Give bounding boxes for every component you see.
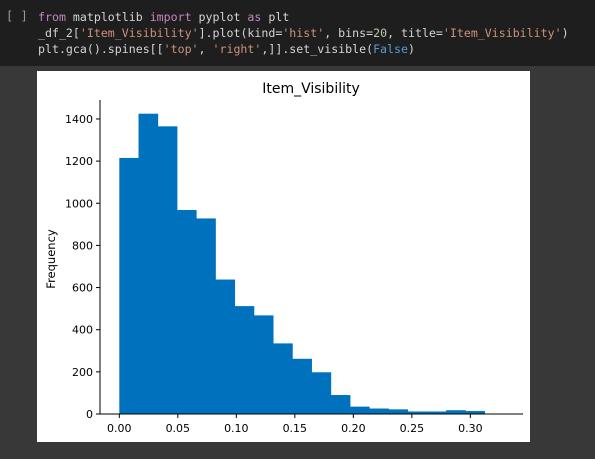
code-token: 'right': [213, 42, 262, 56]
histogram-bar: [119, 158, 139, 414]
code-token: 'Item_Visibility': [443, 26, 562, 40]
y-tick-label: 1200: [65, 155, 93, 168]
y-tick-label: 0: [86, 408, 93, 421]
histogram-bar: [331, 395, 351, 414]
x-tick-label: 0.30: [458, 422, 483, 435]
code-token: as: [247, 10, 261, 24]
code-token: ): [408, 42, 415, 56]
histogram-bar: [196, 218, 216, 414]
y-tick-label: 1000: [65, 197, 93, 210]
code-token: import: [150, 10, 192, 24]
y-tick-label: 400: [72, 324, 93, 337]
code-token: 'hist': [282, 26, 324, 40]
y-tick-label: 800: [72, 239, 93, 252]
code-line: plt.gca().spines[['top', 'right',]].set_…: [38, 42, 415, 56]
code-token: False: [373, 42, 408, 56]
histogram-bar: [273, 343, 293, 414]
code-token: plt.gca().spines[[: [38, 42, 164, 56]
x-tick-label: 0.20: [341, 422, 366, 435]
code-token: , title=: [387, 26, 443, 40]
x-tick-label: 0.10: [224, 422, 249, 435]
x-tick-label: 0.00: [107, 422, 132, 435]
histogram-bar: [369, 409, 389, 414]
histogram-bar: [350, 407, 370, 414]
histogram-bar: [158, 126, 178, 414]
code-token: 'Item_Visibility': [80, 26, 199, 40]
code-line: from matplotlib import pyplot as plt: [38, 10, 289, 24]
x-tick-label: 0.05: [166, 422, 191, 435]
y-tick-label: 200: [72, 366, 93, 379]
code-token: ): [562, 26, 569, 40]
code-token: ].plot(kind=: [199, 26, 283, 40]
code-line: _df_2['Item_Visibility'].plot(kind='hist…: [38, 26, 569, 40]
histogram-bar: [292, 359, 312, 414]
y-tick-label: 1400: [65, 113, 93, 126]
code-token: matplotlib: [66, 10, 150, 24]
histogram-bar: [215, 280, 235, 414]
histogram-bar: [312, 372, 332, 414]
histogram-bar: [235, 306, 255, 414]
histogram-bar: [388, 409, 408, 414]
x-tick-label: 0.25: [400, 422, 425, 435]
code-token: ,]].set_visible(: [261, 42, 373, 56]
y-tick-label: 600: [72, 282, 93, 295]
histogram-bar: [177, 210, 197, 414]
code-token: plt: [261, 10, 289, 24]
y-axis-label: Frequency: [44, 229, 58, 289]
code-token: _df_2[: [38, 26, 80, 40]
code-cell[interactable]: [ ] from matplotlib import pyplot as plt…: [0, 0, 595, 66]
code-token: 'top': [164, 42, 199, 56]
code-token: from: [38, 10, 66, 24]
chart-title: Item_Visibility: [262, 81, 360, 97]
run-cell-indicator[interactable]: [ ]: [6, 9, 28, 23]
x-tick-label: 0.15: [283, 422, 308, 435]
histogram-bar: [446, 410, 466, 414]
code-token: , bins=: [324, 26, 373, 40]
histogram-figure: Item_Visibility Frequency 0 200 400 600 800 1…: [37, 71, 530, 442]
histogram-chart: Item_Visibility Frequency 0 200 400 600 800 1…: [37, 71, 530, 442]
bars-group: [119, 114, 485, 414]
code-token: 20: [373, 26, 387, 40]
histogram-bar: [254, 315, 274, 414]
code-token: ,: [199, 42, 213, 56]
histogram-bar: [139, 114, 159, 414]
code-token: pyplot: [192, 10, 248, 24]
code-editor[interactable]: from matplotlib import pyplot as plt _df…: [38, 9, 569, 57]
